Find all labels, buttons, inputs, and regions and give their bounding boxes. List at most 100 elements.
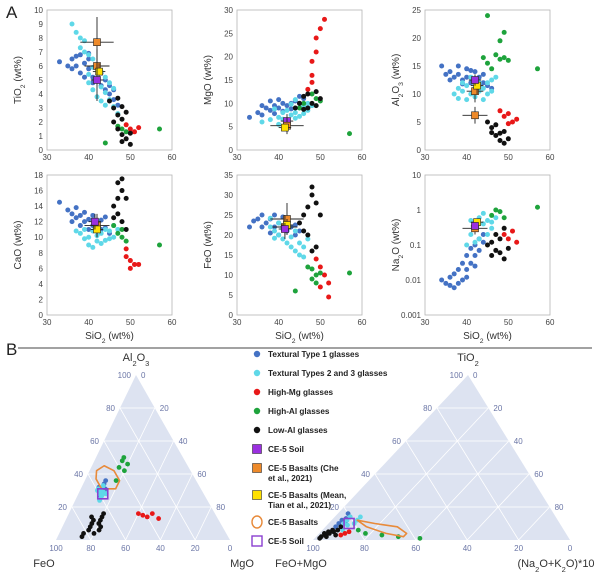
- data-point-type23: [107, 228, 112, 234]
- data-point-type1: [464, 74, 470, 80]
- y-tick-label: 5: [39, 76, 44, 85]
- y-axis-label: CaO (wt%): [13, 221, 24, 270]
- data-point-low_al: [86, 527, 92, 533]
- ternary-tick-label: 20: [330, 503, 339, 512]
- data-point-type1: [276, 97, 282, 103]
- data-point-type23: [284, 240, 290, 246]
- data-point-high_al: [102, 140, 108, 146]
- data-point-type23: [107, 236, 112, 242]
- ternary-tick-label: 100: [118, 371, 132, 380]
- data-point-type23: [476, 236, 482, 242]
- data-point-high_al: [157, 126, 162, 132]
- data-point-low_al: [309, 100, 315, 106]
- ternary-tick-label: 60: [121, 544, 130, 553]
- y-tick-label: 8: [39, 249, 44, 258]
- data-point-type1: [447, 69, 453, 75]
- y-tick-label: 20: [224, 231, 233, 240]
- data-point-type23: [305, 236, 311, 242]
- data-point-type23: [98, 84, 104, 90]
- data-point-high_mg: [132, 261, 137, 267]
- ternary-tick-label: 60: [534, 470, 543, 479]
- data-point-type1: [77, 212, 83, 218]
- data-point-type1: [447, 77, 453, 83]
- reference-point-ce5_soil: [278, 223, 292, 235]
- ternary-tick-label: 20: [514, 544, 523, 553]
- basalt-outline: [95, 464, 121, 490]
- legend-item-ce5_soil: CE-5 Soil: [252, 444, 304, 454]
- x-tick-label: 60: [546, 153, 555, 162]
- data-point-high_al: [313, 96, 319, 102]
- data-point-type23: [94, 238, 100, 244]
- reference-point-ce5_soil: [88, 213, 102, 230]
- data-point-type1: [77, 52, 83, 58]
- data-point-type23: [77, 35, 83, 41]
- data-point-low_al: [127, 130, 133, 136]
- panel-label-b: B: [6, 340, 17, 359]
- legend-item-tian_basalt: CE-5 Basalts (Mean, Tian et al., 2021): [252, 490, 346, 510]
- x-tick-label: 30: [421, 153, 430, 162]
- data-point-type23: [288, 234, 294, 240]
- data-point-type23: [69, 21, 75, 27]
- ternary-tick-label: 60: [392, 437, 401, 446]
- data-point-low_al: [89, 514, 94, 520]
- data-point-high_mg: [514, 116, 520, 122]
- data-point-type1: [455, 266, 461, 272]
- reference-marker: [93, 225, 101, 234]
- data-point-type23: [82, 226, 87, 232]
- data-point-high_mg: [132, 129, 137, 135]
- ternary-tick-label: 80: [106, 404, 115, 413]
- data-point-high_mg: [326, 294, 332, 300]
- data-point-high_al: [493, 207, 499, 213]
- data-point-high_mg: [140, 512, 146, 518]
- data-point-low_al: [489, 125, 495, 131]
- data-point-high_al: [480, 55, 486, 61]
- y-tick-label: 12: [34, 218, 43, 227]
- data-point-type23: [485, 91, 490, 97]
- data-point-high_al: [115, 230, 121, 236]
- grid-line: [466, 473, 530, 541]
- ternary-tick-label: 20: [58, 503, 67, 512]
- data-point-type1: [77, 223, 83, 229]
- data-point-low_al: [119, 139, 125, 145]
- legend-label: CE-5 Basalts: [268, 518, 319, 527]
- ternary-tick-label: 40: [361, 470, 370, 479]
- data-point-low_al: [313, 103, 319, 109]
- data-point-low_al: [497, 137, 503, 143]
- data-point-low_al: [127, 141, 133, 147]
- data-point-low_al: [292, 105, 298, 111]
- data-point-type1: [111, 97, 117, 103]
- data-point-low_al: [493, 122, 499, 128]
- data-point-low_al: [305, 232, 311, 238]
- data-point-type23: [485, 218, 490, 224]
- data-point-low_al: [301, 212, 307, 218]
- legend-label: Textural Types 2 and 3 glasses: [268, 369, 388, 378]
- y-tick-label: 0.01: [405, 276, 421, 285]
- legend-marker: [252, 490, 262, 500]
- data-point-high_al: [119, 126, 125, 132]
- data-point-high_mg: [309, 79, 315, 85]
- legend: Textural Type 1 glasses Textural Types 2 …: [251, 350, 388, 547]
- y-tick-label: 15: [224, 76, 233, 85]
- data-point-high_mg: [322, 272, 327, 278]
- data-point-type1: [263, 220, 269, 226]
- data-point-type1: [102, 214, 108, 220]
- data-point-type1: [272, 111, 277, 117]
- data-point-low_al: [297, 100, 302, 106]
- data-point-type23: [90, 56, 96, 62]
- legend-item-outline_purple: CE-5 Soil: [251, 535, 304, 547]
- reference-marker: [471, 222, 479, 230]
- scatter-panel-tio2: 30 40 50 60 0 1 2 3 4 5 6 7 8 9 10 TiO2 (wt%): [13, 6, 177, 162]
- data-point-type1: [439, 63, 445, 69]
- y-tick-label: 16: [34, 187, 43, 196]
- legend-label: CE-5 Soil: [268, 537, 304, 546]
- data-point-type1: [284, 103, 290, 109]
- data-point-high_mg: [510, 119, 515, 125]
- x-tick-label: 40: [462, 318, 471, 327]
- data-point-type23: [301, 254, 307, 260]
- data-point-low_al: [301, 93, 307, 99]
- data-point-type1: [82, 74, 87, 80]
- y-tick-label: 25: [224, 211, 233, 220]
- data-point-type23: [272, 106, 277, 112]
- data-point-low_al: [305, 91, 311, 97]
- data-point-type23: [90, 244, 96, 250]
